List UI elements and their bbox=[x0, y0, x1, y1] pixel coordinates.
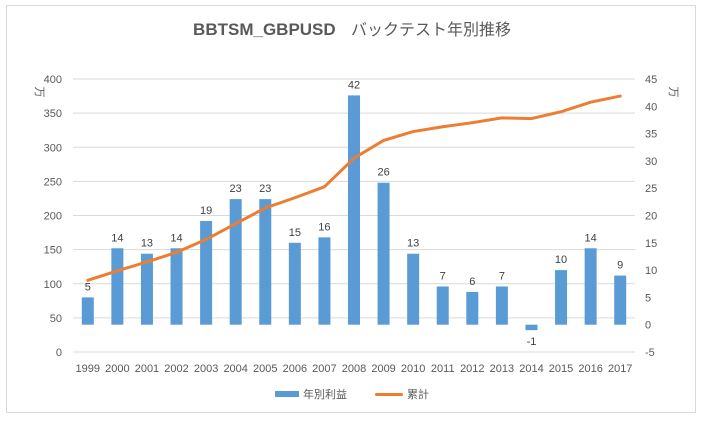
legend-item-cumulative: 累計 bbox=[375, 386, 429, 402]
x-axis-tick-label: 2003 bbox=[194, 363, 218, 375]
x-axis-tick-label: 2007 bbox=[312, 363, 336, 375]
x-axis-tick-label: 2008 bbox=[342, 363, 366, 375]
legend: 年別利益 累計 bbox=[0, 386, 704, 402]
legend-label-cumulative: 累計 bbox=[407, 388, 429, 401]
chart-title-ja: バックテスト年別推移 bbox=[350, 20, 511, 39]
bar-2015 bbox=[555, 270, 568, 325]
bar-2001 bbox=[140, 253, 153, 325]
right-axis-ticks: -5 0 5 10 15 20 25 30 35 40 45 bbox=[645, 74, 657, 359]
left-axis-unit: 万 bbox=[33, 87, 46, 98]
left-axis-tick-label: 250 bbox=[44, 176, 62, 188]
data-label: 7 bbox=[440, 270, 446, 282]
legend-swatch-line bbox=[375, 392, 403, 396]
bar-2005 bbox=[259, 199, 272, 325]
x-axis-tick-label: 2001 bbox=[135, 363, 159, 375]
data-label: 23 bbox=[259, 183, 271, 195]
left-axis-tick-label: 50 bbox=[50, 313, 62, 325]
right-axis-tick-label: 25 bbox=[645, 183, 657, 195]
right-axis-tick-label: 45 bbox=[645, 74, 657, 86]
right-axis-tick-label: -5 bbox=[645, 347, 655, 359]
bar-2012 bbox=[466, 291, 479, 325]
right-axis-tick-label: 40 bbox=[645, 101, 657, 113]
bars bbox=[81, 95, 627, 331]
bar-2009 bbox=[377, 182, 390, 325]
data-label: 13 bbox=[141, 238, 153, 250]
chart-title: BBTSM_GBPUSD バックテスト年別推移 bbox=[0, 16, 704, 40]
x-axis-tick-label: 2010 bbox=[401, 363, 425, 375]
right-axis-unit: 万 bbox=[667, 87, 680, 98]
data-labels: 5 14 13 14 19 23 23 15 16 42 26 13 7 6 7 -1 10 14 9 bbox=[85, 79, 624, 348]
x-axis-tick-label: 2014 bbox=[519, 363, 543, 375]
legend-label-annual: 年別利益 bbox=[303, 388, 347, 401]
x-axis-ticks: 1999 2000 2001 2002 2003 2004 2005 2006 2007 2008… bbox=[76, 363, 633, 375]
data-label: 9 bbox=[617, 260, 623, 272]
left-axis-tick-label: 150 bbox=[44, 245, 62, 257]
x-axis-tick-label: 2013 bbox=[490, 363, 514, 375]
data-label: 10 bbox=[555, 254, 567, 266]
left-axis-ticks: 0 50 100 150 200 250 300 350 400 bbox=[44, 74, 62, 359]
data-label: 7 bbox=[499, 270, 505, 282]
bar-2007 bbox=[318, 237, 331, 325]
data-label: 19 bbox=[200, 205, 212, 217]
x-axis-tick-label: 2000 bbox=[105, 363, 129, 375]
bar-2013 bbox=[495, 286, 508, 325]
x-axis-tick-label: 2015 bbox=[549, 363, 573, 375]
right-axis-tick-label: 5 bbox=[645, 292, 651, 304]
x-axis-tick-label: 2009 bbox=[371, 363, 395, 375]
data-label: 16 bbox=[318, 221, 330, 233]
right-axis-tick-label: 35 bbox=[645, 129, 657, 141]
left-axis-tick-label: 400 bbox=[44, 74, 62, 86]
left-axis-tick-label: 300 bbox=[44, 142, 62, 154]
data-label: 13 bbox=[407, 238, 419, 250]
data-label: 15 bbox=[289, 227, 301, 239]
x-axis-tick-label: 1999 bbox=[76, 363, 100, 375]
legend-swatch-bar bbox=[275, 391, 299, 397]
data-label: 42 bbox=[348, 79, 360, 91]
chart-title-en: BBTSM_GBPUSD bbox=[193, 20, 336, 39]
x-axis-tick-label: 2006 bbox=[283, 363, 307, 375]
left-axis-tick-label: 0 bbox=[56, 347, 62, 359]
bar-2011 bbox=[436, 286, 449, 325]
bar-2003 bbox=[200, 220, 213, 325]
right-axis-tick-label: 15 bbox=[645, 238, 657, 250]
right-axis-tick-label: 20 bbox=[645, 211, 657, 223]
right-axis-tick-label: 10 bbox=[645, 265, 657, 277]
right-axis-tick-label: 30 bbox=[645, 156, 657, 168]
cumulative-line bbox=[86, 94, 622, 282]
data-label: 23 bbox=[230, 183, 242, 195]
bar-1999 bbox=[81, 297, 94, 325]
legend-item-annual: 年別利益 bbox=[275, 386, 347, 402]
bar-2002 bbox=[170, 248, 183, 325]
data-label: 5 bbox=[85, 281, 91, 293]
data-label: 14 bbox=[585, 232, 597, 244]
left-axis-tick-label: 100 bbox=[44, 279, 62, 291]
data-label: 26 bbox=[377, 167, 389, 179]
x-axis-tick-label: 2011 bbox=[431, 363, 455, 375]
bar-2008 bbox=[348, 95, 360, 325]
x-axis-tick-label: 2017 bbox=[608, 363, 632, 375]
x-axis-tick-label: 2004 bbox=[223, 363, 247, 375]
bar-2004 bbox=[229, 199, 242, 325]
x-axis-tick-label: 2016 bbox=[578, 363, 602, 375]
right-axis-tick-label: 0 bbox=[645, 320, 651, 332]
bar-2006 bbox=[288, 242, 301, 325]
data-label: 14 bbox=[170, 232, 182, 244]
data-label: -1 bbox=[527, 336, 537, 348]
bar-2017 bbox=[614, 275, 627, 325]
x-axis-tick-label: 2002 bbox=[164, 363, 188, 375]
x-axis-tick-label: 2012 bbox=[460, 363, 484, 375]
x-axis-tick-label: 2005 bbox=[253, 363, 277, 375]
bar-2000 bbox=[111, 248, 124, 325]
bar-2016 bbox=[584, 248, 597, 325]
data-label: 14 bbox=[111, 232, 123, 244]
left-axis-tick-label: 350 bbox=[44, 108, 62, 120]
left-axis-tick-label: 200 bbox=[44, 211, 62, 223]
data-label: 6 bbox=[469, 276, 475, 288]
bar-2010 bbox=[407, 253, 420, 325]
bar-2014 bbox=[525, 324, 538, 331]
